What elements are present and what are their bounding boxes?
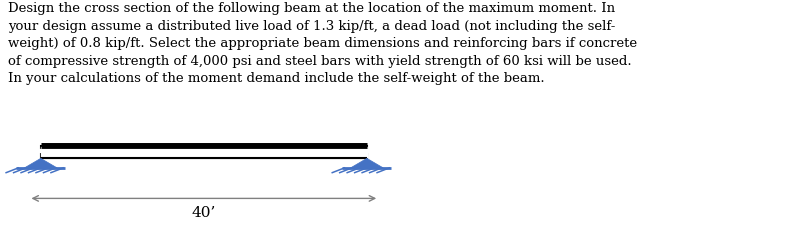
Polygon shape	[350, 158, 383, 168]
Text: Design the cross section of the following beam at the location of the maximum mo: Design the cross section of the followin…	[8, 2, 637, 85]
Bar	[41, 146, 367, 158]
Text: 40’: 40’	[192, 206, 216, 220]
Polygon shape	[24, 158, 57, 168]
